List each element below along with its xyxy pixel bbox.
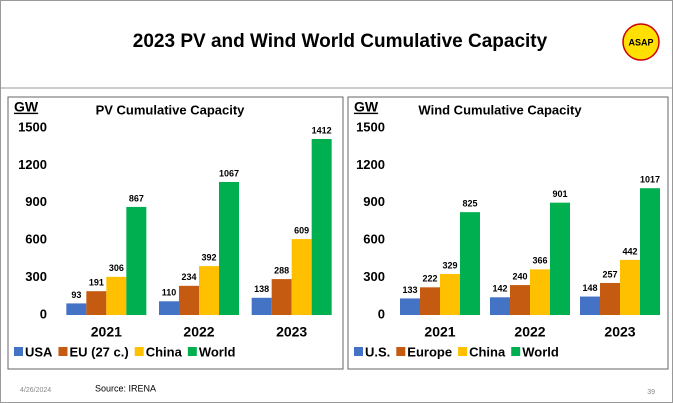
x-tick-label: 2023 [276,324,307,340]
y-tick-label: 1200 [356,157,385,172]
legend-swatch [58,347,68,356]
chart-title: Wind Cumulative Capacity [418,102,582,117]
bar [106,276,127,315]
legend-label: World [199,344,236,359]
bar [550,202,570,315]
data-label: 148 [582,283,597,293]
y-tick-label: 1500 [18,119,47,134]
data-label: 609 [294,225,309,235]
data-label: 825 [462,199,477,209]
panel [7,96,344,370]
legend-label: USA [25,344,53,359]
bar [640,188,660,315]
data-label: 110 [162,288,177,298]
data-label: 306 [109,263,124,273]
legend-swatch [134,347,144,356]
bar [580,296,600,315]
legend-label: Europe [407,344,452,359]
bar [400,298,420,315]
legend-label: China [469,344,506,359]
bar [66,303,87,315]
bar [219,181,239,315]
bar [199,266,219,315]
data-label: 240 [512,271,527,281]
bar [530,269,550,315]
page-number: 39 [647,389,655,396]
panel [347,96,669,370]
legend-swatch [511,347,521,356]
data-label: 901 [552,189,567,199]
bar [251,297,272,315]
data-label: 1067 [219,168,239,178]
footer-source: Source: IRENA [95,383,156,393]
y-axis-label: GW [354,99,379,115]
data-label: 329 [442,260,457,270]
y-tick-label: 600 [25,232,47,247]
data-label: 442 [622,246,637,256]
bar [159,301,179,315]
legend-swatch [14,347,23,356]
legend-swatch [396,347,406,356]
y-tick-label: 1500 [356,119,385,134]
data-label: 366 [532,256,547,266]
y-tick-label: 300 [363,269,385,284]
legend-label: China [146,344,183,359]
logo-text: ASAP [628,37,653,47]
data-label: 142 [492,284,507,294]
bar [490,297,510,315]
y-tick-label: 300 [25,269,47,284]
legend-swatch [187,347,197,356]
bar [311,138,332,315]
bar [460,212,480,315]
x-tick-label: 2021 [424,324,455,340]
data-label: 133 [402,285,417,295]
legend-label: EU (27 c.) [69,344,128,359]
chart-title: PV Cumulative Capacity [96,102,246,117]
bar [620,259,640,315]
x-tick-label: 2021 [91,324,122,340]
legend-swatch [458,347,468,356]
x-tick-label: 2022 [183,324,214,340]
bar [126,206,147,315]
bar [271,279,292,315]
data-label: 138 [254,284,269,294]
bar [510,285,530,315]
data-label: 222 [422,274,437,284]
bar [600,282,620,315]
y-tick-label: 0 [40,306,47,321]
data-label: 234 [181,272,196,282]
data-label: 392 [201,253,216,263]
data-label: 191 [89,278,104,288]
data-label: 257 [602,269,617,279]
y-tick-label: 0 [378,306,385,321]
y-tick-label: 900 [363,194,385,209]
bar [291,239,312,315]
bar [420,287,440,315]
legend-label: World [522,344,559,359]
y-axis-label: GW [14,99,39,115]
bar [440,273,460,315]
y-tick-label: 600 [363,232,385,247]
footer-date: 4/26/2024 [20,387,51,394]
x-tick-label: 2022 [514,324,545,340]
data-label: 867 [129,193,144,203]
data-label: 1017 [640,175,660,185]
bar [86,291,107,315]
bar [179,285,199,315]
logo [622,23,660,61]
slide-title: 2023 PV and Wind World Cumulative Capaci… [133,31,548,52]
legend-label: U.S. [365,344,390,359]
y-tick-label: 900 [25,194,47,209]
x-tick-label: 2023 [604,324,635,340]
data-label: 1412 [312,125,332,135]
legend-swatch [354,347,363,356]
data-label: 93 [71,290,81,300]
data-label: 288 [274,265,289,275]
y-tick-label: 1200 [18,157,47,172]
